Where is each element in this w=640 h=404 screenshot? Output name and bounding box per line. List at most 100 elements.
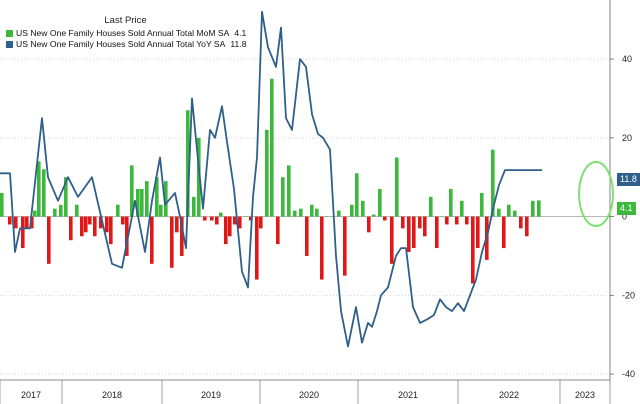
mom-bar [412,216,416,249]
mom-bar [337,210,341,217]
legend-label-mom: US New One Family Houses Sold Annual Tot… [16,28,230,38]
mom-bar [519,216,523,229]
mom-bar [259,216,263,229]
mom-bar [265,129,269,217]
mom-bar [210,216,214,221]
mom-bar [47,216,51,264]
mom-bar [449,189,453,217]
legend-title: Last Price [104,15,147,26]
mom-bar [59,204,63,217]
mom-bar [429,196,433,217]
mom-bar [88,216,92,225]
mom-bar [64,177,68,217]
mom-bar [305,216,309,256]
mom-bar [215,216,219,225]
mom-bar [238,216,242,229]
mom-bar [125,216,129,256]
mom-bar [75,204,79,217]
mom-bar [455,216,459,225]
mom-bar [325,216,329,218]
mom-bar [233,216,237,225]
mom-bar [440,216,444,218]
mom-bar [287,165,291,217]
mom-bar [407,216,411,252]
legend-swatch-yoy [6,41,13,48]
yoy-line-group [0,10,542,348]
highlight-ellipse [578,161,614,227]
legend-value-yoy: 11.8 [230,39,247,49]
mom-bar [502,216,506,249]
mom-bar [525,216,529,237]
mom-bar [109,216,113,245]
mom-bar [93,216,97,237]
mom-bar [537,200,541,217]
mom-bar [310,204,314,217]
mom-bar [170,216,174,268]
mom-bar [140,189,144,217]
x-tick-label: 2019 [201,390,221,400]
mom-bar [84,216,88,233]
mom-bar [390,216,394,264]
mom-bar [361,200,365,217]
highlight-ring [578,161,614,227]
mom-bar [0,192,4,217]
last-value-tag-yoy: 11.8 [617,173,640,186]
mom-bar [42,169,46,217]
mom-bar [372,214,376,217]
year-separators [0,380,611,404]
mom-bar [37,161,41,217]
mom-bar [145,181,149,217]
mom-bar [460,200,464,217]
x-tick-label: 2018 [102,390,122,400]
y-tick-label: 20 [622,133,632,143]
mom-bar [219,212,223,217]
mom-bar [197,137,201,217]
x-tick-label: 2022 [499,390,519,400]
legend-value-mom: 4.1 [234,28,247,38]
mom-bar [159,204,163,217]
mom-bar [476,216,480,249]
mom-bar [350,204,354,217]
y-tick-labels: -40 -20 0 20 40 [610,54,635,379]
mom-bar [491,149,495,217]
legend-entry-yoy: US New One Family Houses Sold Annual Tot… [6,39,247,49]
mom-bar [53,208,57,217]
mom-bar [180,216,184,256]
mom-bar [395,157,399,217]
mom-bar [293,210,297,217]
mom-bar [418,216,422,229]
mom-bar [21,216,25,249]
mom-bar [8,216,12,225]
x-tick-labels: 2017 2018 2019 2020 2021 2022 2023 [21,390,595,400]
mom-bar [497,208,501,217]
legend-entry-mom: US New One Family Houses Sold Annual Tot… [6,28,246,38]
mom-bar [276,216,280,245]
mom-bar [320,216,324,280]
mom-bar [401,216,405,229]
mom-bar [445,216,449,225]
mom-bar [164,181,168,217]
mom-bar [224,216,228,245]
mom-bar [14,216,18,229]
mom-bar [423,216,427,237]
mom-bar [531,200,535,217]
mom-bars [0,78,541,284]
yoy-line [0,10,542,348]
axes [0,0,611,381]
mom-bar [355,173,359,217]
mom-bar [315,208,319,217]
y-tick-label: 40 [622,54,632,64]
mom-bar [507,204,511,217]
last-value-tag-mom: 4.1 [617,202,636,215]
mom-bar [435,216,439,249]
mom-bar [480,192,484,217]
legend: Last Price US New One Family Houses Sold… [4,14,247,52]
mom-bar [255,216,259,280]
y-tick-label: 0 [622,212,627,222]
mom-bar [150,216,154,264]
mom-bar [299,208,303,217]
mom-bar [121,216,125,225]
mom-bar [186,110,190,217]
mom-bar [465,216,469,225]
